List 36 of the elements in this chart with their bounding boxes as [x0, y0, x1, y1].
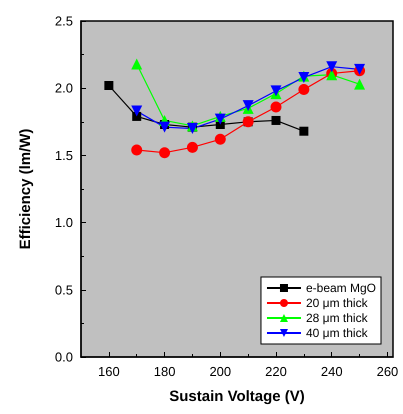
point [270, 85, 282, 96]
point [214, 114, 226, 125]
point [186, 142, 198, 153]
point [272, 116, 280, 125]
point [131, 106, 142, 117]
point [186, 123, 198, 134]
y-tick-label: 0.0 [54, 350, 73, 364]
point [242, 100, 254, 112]
y-axis-title: Efficiency (lm/W) [17, 128, 34, 250]
x-tick-label: 200 [209, 364, 232, 379]
point [299, 126, 308, 136]
point [354, 78, 366, 90]
x-axis-title: Sustain Voltage (V) [169, 388, 305, 405]
point [214, 134, 226, 145]
legend-label: 20 μm thick [306, 296, 369, 310]
point [270, 102, 282, 113]
y-tick-label: 0.5 [54, 282, 73, 298]
y-tick-label: 2.0 [54, 80, 73, 96]
point [326, 61, 338, 72]
legend-label: 28 μm thick [306, 311, 369, 325]
point [104, 81, 114, 90]
y-tick-label: 2.5 [54, 14, 73, 28]
y-tick-label: 1.5 [54, 148, 73, 163]
x-tick-label: 240 [320, 364, 343, 379]
legend-label: e-beam MgO [306, 281, 376, 295]
x-tick-label: 180 [154, 364, 176, 379]
legend-label: 40 μm thick [306, 326, 369, 340]
y-tick-label: 1.0 [54, 215, 73, 230]
point [298, 84, 310, 96]
x-tick-label: 260 [376, 364, 398, 379]
point [159, 122, 170, 133]
x-tick-label: 220 [265, 364, 287, 379]
point [159, 147, 170, 158]
point [131, 58, 142, 70]
x-tick-label: 160 [98, 364, 120, 379]
point [131, 144, 142, 156]
